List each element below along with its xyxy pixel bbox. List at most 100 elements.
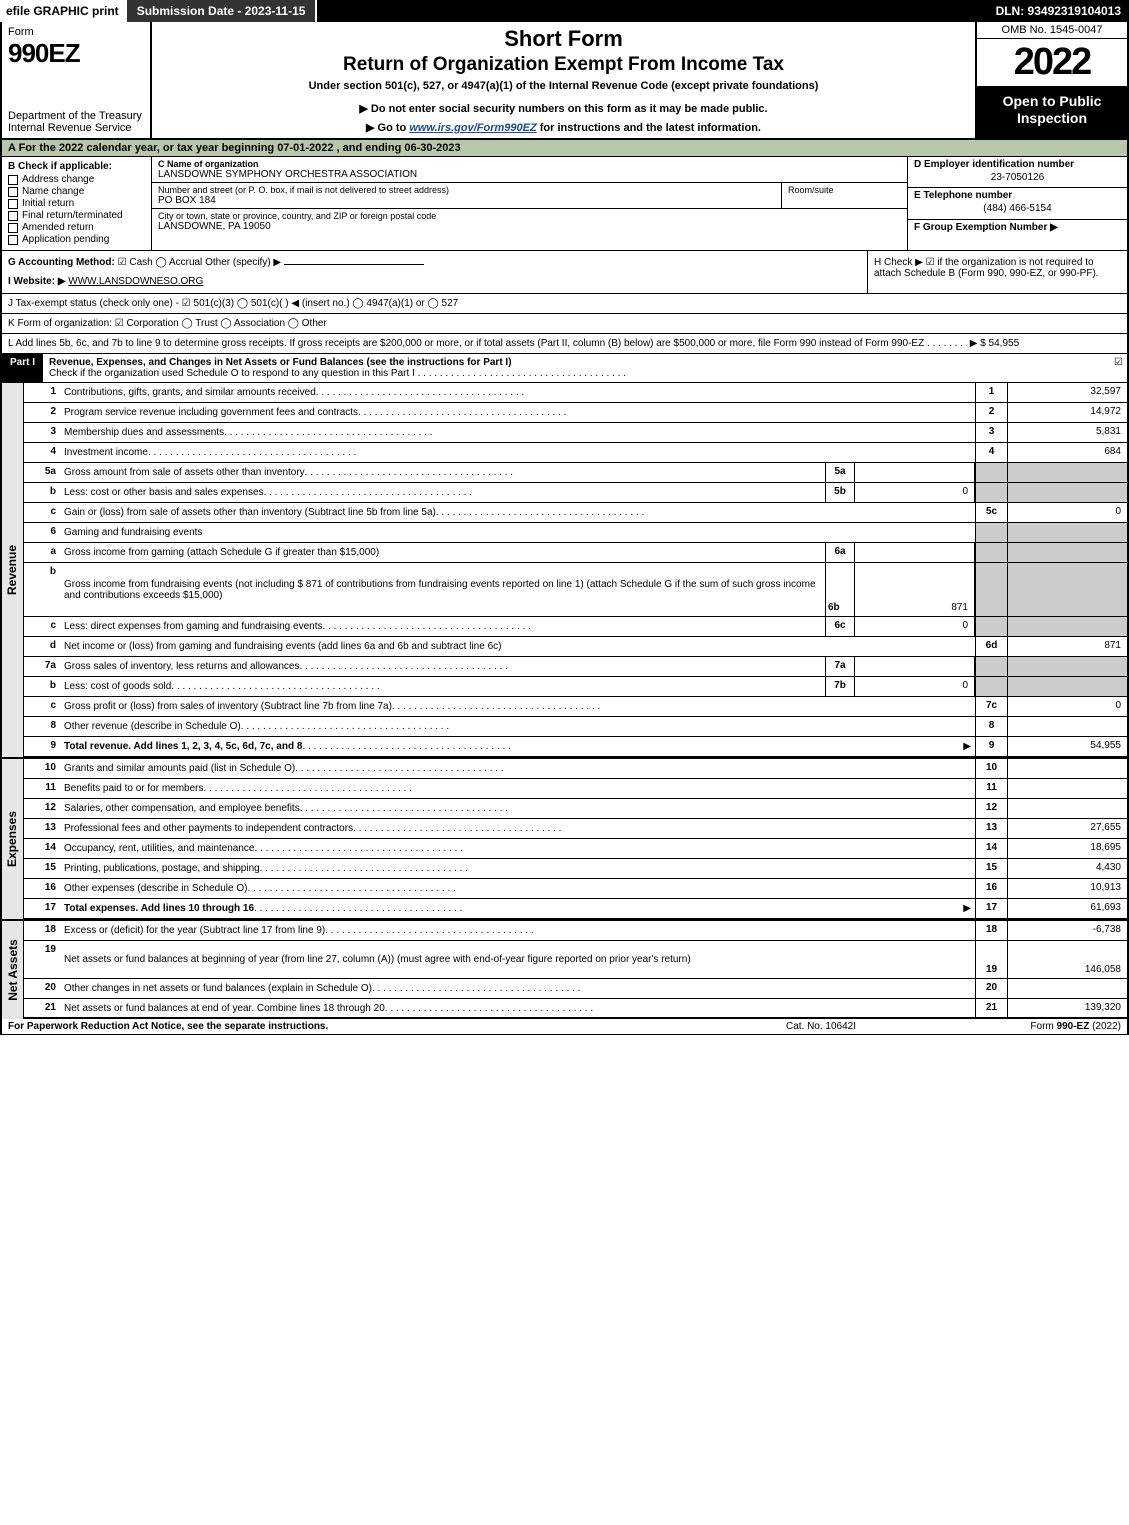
checkbox-icon[interactable]: [8, 223, 18, 233]
submission-date: Submission Date - 2023-11-15: [125, 0, 318, 22]
l-val: ▶ $ 54,955: [970, 338, 1019, 349]
arrow-icon: ▶: [963, 741, 971, 752]
line-7a: 7aGross sales of inventory, less returns…: [24, 657, 1127, 677]
row-l: L Add lines 5b, 6c, and 7b to line 9 to …: [2, 334, 1127, 354]
goto-post: for instructions and the latest informat…: [537, 122, 761, 134]
part-i-header: Part I Revenue, Expenses, and Changes in…: [2, 354, 1127, 383]
line-16: 16Other expenses (describe in Schedule O…: [24, 879, 1127, 899]
org-addr: PO BOX 184: [158, 195, 775, 206]
line-11: 11Benefits paid to or for members11: [24, 779, 1127, 799]
line-5c: cGain or (loss) from sale of assets othe…: [24, 503, 1127, 523]
title-1: Short Form: [162, 26, 965, 52]
val-5c: 0: [1007, 503, 1127, 522]
footer-right: Form 990-EZ (2022): [921, 1021, 1121, 1032]
val-5a: [855, 463, 975, 482]
val-5b: 0: [855, 483, 975, 502]
row-gh: G Accounting Method: ☑ Cash ◯ Accrual Ot…: [2, 251, 1127, 294]
warning: ▶ Do not enter social security numbers o…: [162, 102, 965, 115]
footer: For Paperwork Reduction Act Notice, see …: [2, 1019, 1127, 1034]
g-cash: Cash: [129, 257, 152, 268]
subtitle: Under section 501(c), 527, or 4947(a)(1)…: [162, 80, 965, 92]
line-7b: bLess: cost of goods sold7b0: [24, 677, 1127, 697]
addr-label: Number and street (or P. O. box, if mail…: [158, 185, 775, 195]
part-i-sub: Check if the organization used Schedule …: [49, 368, 1103, 379]
line-4: 4Investment income4684: [24, 443, 1127, 463]
line-14: 14Occupancy, rent, utilities, and mainte…: [24, 839, 1127, 859]
h-text: H Check ▶ ☑ if the organization is not r…: [874, 257, 1099, 279]
val-11: [1007, 779, 1127, 798]
arrow-icon: ▶: [963, 903, 971, 914]
val-18: -6,738: [1007, 921, 1127, 940]
checkbox-icon[interactable]: [8, 199, 18, 209]
chk-name: Name change: [8, 186, 145, 197]
goto: ▶ Go to www.irs.gov/Form990EZ for instru…: [162, 121, 965, 134]
d-label: D Employer identification number: [914, 159, 1121, 170]
line-6c: cLess: direct expenses from gaming and f…: [24, 617, 1127, 637]
i-label: I Website: ▶: [8, 276, 66, 287]
goto-pre: ▶ Go to: [366, 122, 409, 134]
line-6: 6Gaming and fundraising events: [24, 523, 1127, 543]
line-20: 20Other changes in net assets or fund ba…: [24, 979, 1127, 999]
checkbox-icon[interactable]: [8, 187, 18, 197]
part-i-check: ☑: [1109, 354, 1127, 382]
line-19: 19Net assets or fund balances at beginni…: [24, 941, 1127, 979]
val-1: 32,597: [1007, 383, 1127, 402]
b-label: B Check if applicable:: [8, 161, 145, 172]
line-5b: bLess: cost or other basis and sales exp…: [24, 483, 1127, 503]
g-other-line: [284, 264, 424, 265]
line-15: 15Printing, publications, postage, and s…: [24, 859, 1127, 879]
g-other: Other (specify) ▶: [205, 257, 281, 268]
f-label: F Group Exemption Number ▶: [914, 222, 1121, 233]
block-b-to-f: B Check if applicable: Address change Na…: [2, 157, 1127, 251]
val-17: 61,693: [1007, 899, 1127, 918]
chk-initial: Initial return: [8, 198, 145, 209]
val-14: 18,695: [1007, 839, 1127, 858]
g-accrual: Accrual: [169, 257, 202, 268]
omb: OMB No. 1545-0047: [977, 22, 1127, 39]
org-city: LANSDOWNE, PA 19050: [158, 221, 901, 232]
e-label: E Telephone number: [914, 190, 1121, 201]
form-number: 990EZ: [8, 38, 144, 69]
website[interactable]: WWW.LANSDOWNESO.ORG: [68, 276, 203, 287]
val-6c: 0: [855, 617, 975, 636]
efile-label: efile GRAPHIC print: [0, 0, 125, 22]
line-6d: dNet income or (loss) from gaming and fu…: [24, 637, 1127, 657]
val-15: 4,430: [1007, 859, 1127, 878]
line-9: 9Total revenue. Add lines 1, 2, 3, 4, 5c…: [24, 737, 1127, 757]
chk-pending: Application pending: [8, 234, 145, 245]
checkbox-icon[interactable]: [8, 175, 18, 185]
footer-mid: Cat. No. 10642I: [721, 1021, 921, 1032]
l-text: L Add lines 5b, 6c, and 7b to line 9 to …: [8, 338, 924, 349]
part-i-title: Revenue, Expenses, and Changes in Net As…: [49, 357, 1103, 368]
chk-final: Final return/terminated: [8, 210, 145, 221]
footer-left: For Paperwork Reduction Act Notice, see …: [8, 1021, 721, 1032]
header-left: Form 990EZ Department of the Treasury In…: [2, 22, 152, 138]
line-13: 13Professional fees and other payments t…: [24, 819, 1127, 839]
val-8: [1007, 717, 1127, 736]
revenue-section: Revenue 1Contributions, gifts, grants, a…: [2, 383, 1127, 757]
c-label: C Name of organization: [158, 159, 901, 169]
val-9: 54,955: [1007, 737, 1127, 756]
phone: (484) 466-5154: [914, 203, 1121, 214]
val-3: 5,831: [1007, 423, 1127, 442]
col-def: D Employer identification number 23-7050…: [907, 157, 1127, 250]
val-13: 27,655: [1007, 819, 1127, 838]
val-2: 14,972: [1007, 403, 1127, 422]
val-7b: 0: [855, 677, 975, 696]
g-label: G Accounting Method:: [8, 257, 115, 268]
line-17: 17Total expenses. Add lines 10 through 1…: [24, 899, 1127, 919]
checkbox-icon[interactable]: [8, 235, 18, 245]
row-a: A For the 2022 calendar year, or tax yea…: [2, 140, 1127, 157]
val-7c: 0: [1007, 697, 1127, 716]
tax-year: 2022: [977, 39, 1127, 87]
org-name: LANSDOWNE SYMPHONY ORCHESTRA ASSOCIATION: [158, 169, 901, 180]
expenses-section: Expenses 10Grants and similar amounts pa…: [2, 757, 1127, 919]
h-box: H Check ▶ ☑ if the organization is not r…: [867, 251, 1127, 293]
irs-link[interactable]: www.irs.gov/Form990EZ: [409, 122, 536, 134]
line-21: 21Net assets or fund balances at end of …: [24, 999, 1127, 1019]
header-mid: Short Form Return of Organization Exempt…: [152, 22, 977, 138]
checkbox-icon[interactable]: [8, 211, 18, 221]
dln: DLN: 93492319104013: [988, 0, 1129, 22]
line-1: 1Contributions, gifts, grants, and simil…: [24, 383, 1127, 403]
part-i-label: Part I: [2, 354, 43, 382]
